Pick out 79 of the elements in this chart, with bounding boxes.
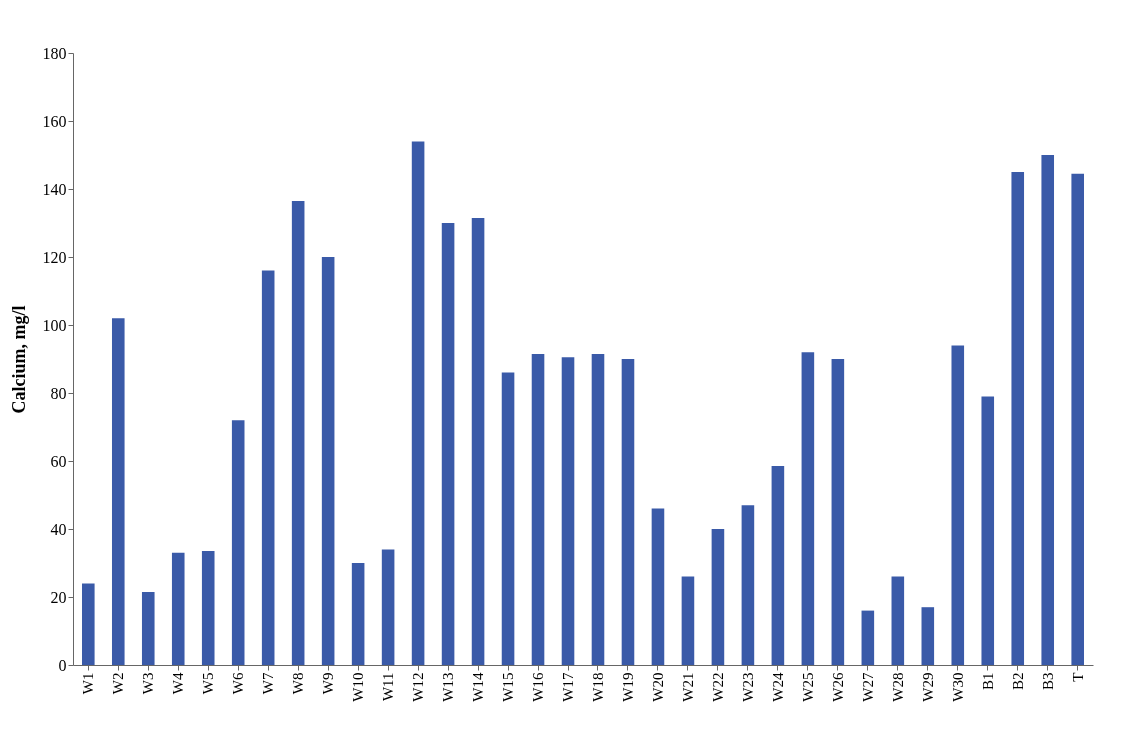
x-tick-label: W11 (380, 672, 397, 702)
y-tick-label: 120 (42, 248, 67, 266)
bar (951, 345, 965, 665)
y-tick-label: 140 (42, 180, 67, 198)
x-tick-label: W19 (619, 672, 636, 702)
bar (351, 563, 365, 665)
bar (981, 396, 995, 665)
bar (771, 466, 785, 665)
x-tick-label: W21 (679, 672, 696, 702)
y-tick-label: 180 (42, 44, 67, 62)
bar (411, 141, 425, 665)
bar (711, 529, 725, 665)
bar (291, 200, 305, 665)
bar (591, 353, 605, 665)
bar (321, 257, 335, 665)
x-tick-label: W4 (170, 672, 187, 695)
bar (141, 591, 155, 665)
x-tick-label: W17 (560, 672, 577, 702)
y-axis-title: Calcium, mg/l (8, 305, 29, 414)
x-tick-label: W12 (410, 672, 427, 702)
bar (561, 357, 575, 665)
x-tick-label: W6 (230, 672, 247, 695)
x-tick-label: W13 (440, 672, 457, 702)
x-tick-label: W22 (709, 672, 726, 702)
x-tick-label: B2 (1009, 672, 1026, 691)
bar (501, 372, 515, 665)
x-tick-label: W26 (829, 672, 846, 702)
bar (171, 552, 185, 665)
bar (231, 420, 245, 665)
bar (531, 353, 545, 665)
bar (861, 610, 875, 665)
x-tick-label: W20 (649, 672, 666, 702)
bar (1011, 172, 1025, 665)
bar (1071, 173, 1085, 665)
x-tick-label: W27 (859, 672, 876, 702)
bar (261, 270, 275, 665)
bar (651, 508, 665, 665)
y-tick-label: 40 (50, 520, 67, 538)
x-tick-label: W18 (589, 672, 606, 702)
x-tick-label: W3 (140, 672, 157, 695)
bar (81, 583, 95, 665)
x-tick-label: W10 (350, 672, 367, 702)
x-tick-label: W8 (290, 672, 307, 695)
y-tick-label: 100 (42, 316, 67, 334)
bar (681, 576, 695, 665)
x-tick-label: W16 (530, 672, 547, 702)
y-tick-label: 60 (50, 452, 67, 470)
bar (921, 607, 935, 665)
x-tick-label: W25 (799, 672, 816, 702)
x-tick-label: W24 (769, 672, 786, 702)
bar (831, 359, 845, 665)
bar (741, 505, 755, 665)
bar (201, 551, 215, 665)
x-tick-label: T (1069, 672, 1086, 682)
bar (801, 352, 815, 665)
x-tick-label: W9 (320, 672, 337, 695)
x-tick-label: W30 (949, 672, 966, 702)
bar (621, 359, 635, 665)
x-tick-label: W7 (260, 672, 277, 695)
x-tick-label: W28 (889, 672, 906, 702)
x-tick-label: W1 (80, 672, 97, 695)
bar (381, 549, 395, 665)
x-tick-label: W14 (470, 672, 487, 702)
bar (471, 217, 485, 665)
bar (441, 223, 455, 665)
x-tick-label: W2 (110, 672, 127, 695)
bar (111, 318, 125, 665)
x-tick-label: W15 (500, 672, 517, 702)
x-tick-label: B1 (979, 672, 996, 691)
x-tick-label: W29 (919, 672, 936, 702)
bar (891, 576, 905, 665)
y-tick-label: 20 (50, 588, 67, 606)
x-tick-label: B3 (1039, 672, 1056, 691)
x-tick-label: W23 (739, 672, 756, 702)
x-tick-label: W5 (200, 672, 217, 695)
bar (1041, 155, 1055, 665)
y-tick-label: 0 (58, 656, 67, 674)
y-tick-label: 160 (42, 112, 67, 130)
y-tick-label: 80 (50, 384, 67, 402)
